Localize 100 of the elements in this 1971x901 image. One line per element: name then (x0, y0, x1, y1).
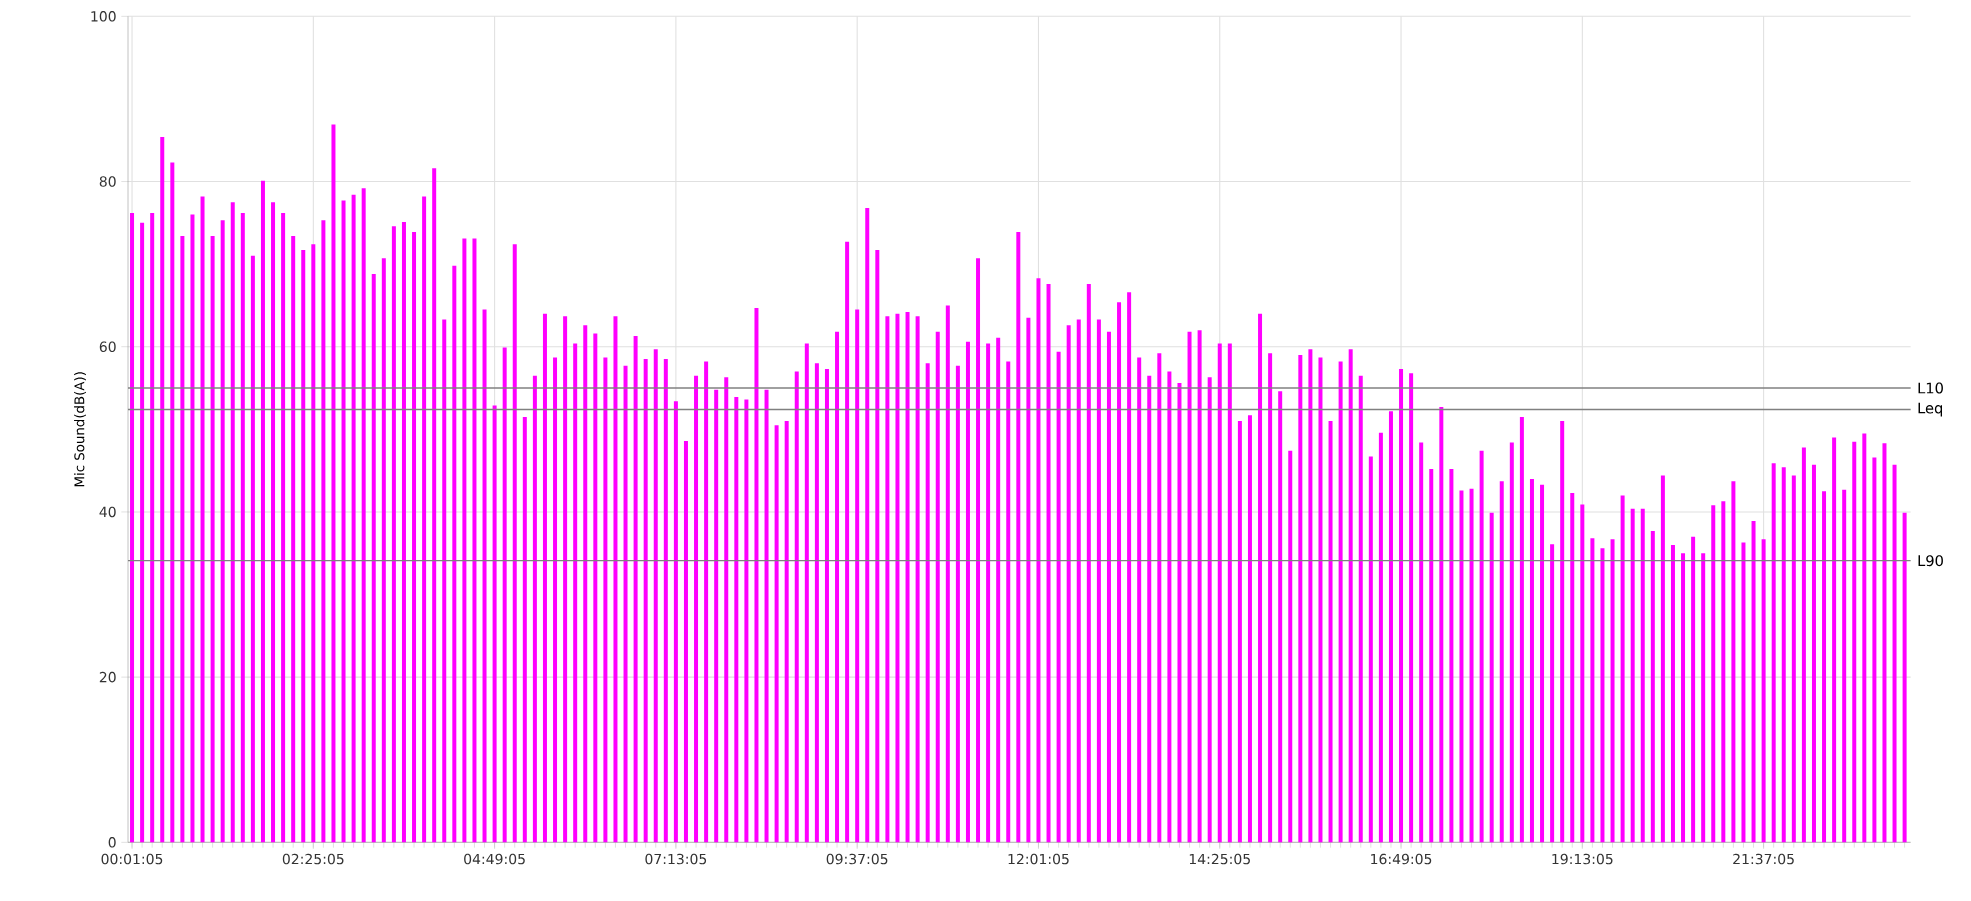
bar (271, 202, 276, 843)
bar (784, 421, 789, 843)
y-axis-title: Mic Sound(dB(A)) (74, 372, 86, 487)
bar (1892, 464, 1897, 843)
bar (542, 313, 547, 843)
x-tick-label: 07:13:05 (645, 853, 707, 865)
bar (301, 250, 306, 843)
bar (160, 136, 165, 843)
bar (1288, 450, 1293, 843)
bar (361, 188, 366, 843)
bar (512, 244, 517, 843)
bar (1378, 432, 1383, 843)
bar (1610, 539, 1615, 843)
bar (1540, 484, 1545, 843)
bar (1399, 369, 1404, 843)
y-tick-label: 100 (91, 11, 116, 22)
bar (1036, 278, 1041, 843)
bar (704, 361, 709, 843)
bar (180, 236, 185, 843)
bar (1368, 456, 1373, 843)
bar (1801, 447, 1806, 843)
bar (1519, 416, 1524, 843)
bar (432, 168, 437, 843)
bar (230, 202, 235, 843)
bar (1358, 375, 1363, 843)
bar (1066, 325, 1071, 843)
bar (824, 369, 829, 843)
bar (603, 357, 608, 843)
bar (1630, 508, 1635, 843)
bar (1590, 538, 1595, 843)
bar (1721, 501, 1726, 843)
bar (845, 241, 850, 843)
bar (744, 399, 749, 843)
bar (351, 194, 356, 843)
bar (371, 274, 376, 843)
bar (1076, 319, 1081, 843)
bar (1328, 421, 1333, 843)
bar (442, 319, 447, 843)
bar (1096, 319, 1101, 843)
x-tick-label: 00:01:05 (101, 853, 163, 865)
bar (553, 357, 558, 843)
bar (905, 312, 910, 843)
bar (502, 347, 507, 843)
bar (714, 389, 719, 843)
bar (321, 220, 326, 843)
bar (865, 207, 870, 843)
bar (1852, 441, 1857, 843)
bar (1046, 283, 1051, 843)
bar (1580, 504, 1585, 843)
bar (1439, 407, 1444, 843)
bar (1237, 421, 1242, 843)
bar (1207, 377, 1212, 843)
bar (281, 212, 286, 843)
bar (1872, 457, 1877, 843)
bar (1086, 283, 1091, 843)
bar (331, 124, 336, 843)
bar (663, 359, 668, 843)
bar (260, 180, 265, 843)
bar (492, 405, 497, 843)
bar (1429, 468, 1434, 843)
bar (774, 425, 779, 843)
bar (673, 401, 678, 843)
bar (210, 236, 215, 843)
bar (1560, 421, 1565, 843)
bar (1106, 331, 1111, 843)
bar (623, 365, 628, 843)
bar (1600, 548, 1605, 843)
bar (291, 236, 296, 843)
bar (613, 316, 618, 843)
bar (875, 250, 880, 843)
bar (734, 397, 739, 843)
bar (1479, 450, 1484, 843)
bar (1620, 495, 1625, 843)
bar (1862, 433, 1867, 843)
bar (1147, 375, 1152, 843)
bar (1640, 508, 1645, 843)
bar (1711, 505, 1716, 843)
bar (1056, 351, 1061, 843)
bar (935, 331, 940, 843)
bar (1217, 343, 1222, 843)
bar (1026, 317, 1031, 843)
bar (1701, 553, 1706, 843)
bar (573, 343, 578, 843)
bar (694, 375, 699, 843)
bar (381, 258, 386, 843)
x-tick-label: 14:25:05 (1189, 853, 1250, 865)
bar (754, 307, 759, 843)
bar (1902, 512, 1907, 843)
bar (1489, 512, 1494, 843)
bar (1348, 349, 1353, 843)
bar (1409, 373, 1414, 843)
bar (1791, 475, 1796, 843)
bar (412, 231, 417, 843)
bar (1197, 330, 1202, 843)
bar (1731, 481, 1736, 843)
y-tick-label: 0 (108, 837, 116, 848)
bar (1419, 442, 1424, 843)
bar (1449, 468, 1454, 843)
bar (532, 375, 537, 843)
bar (1459, 490, 1464, 843)
